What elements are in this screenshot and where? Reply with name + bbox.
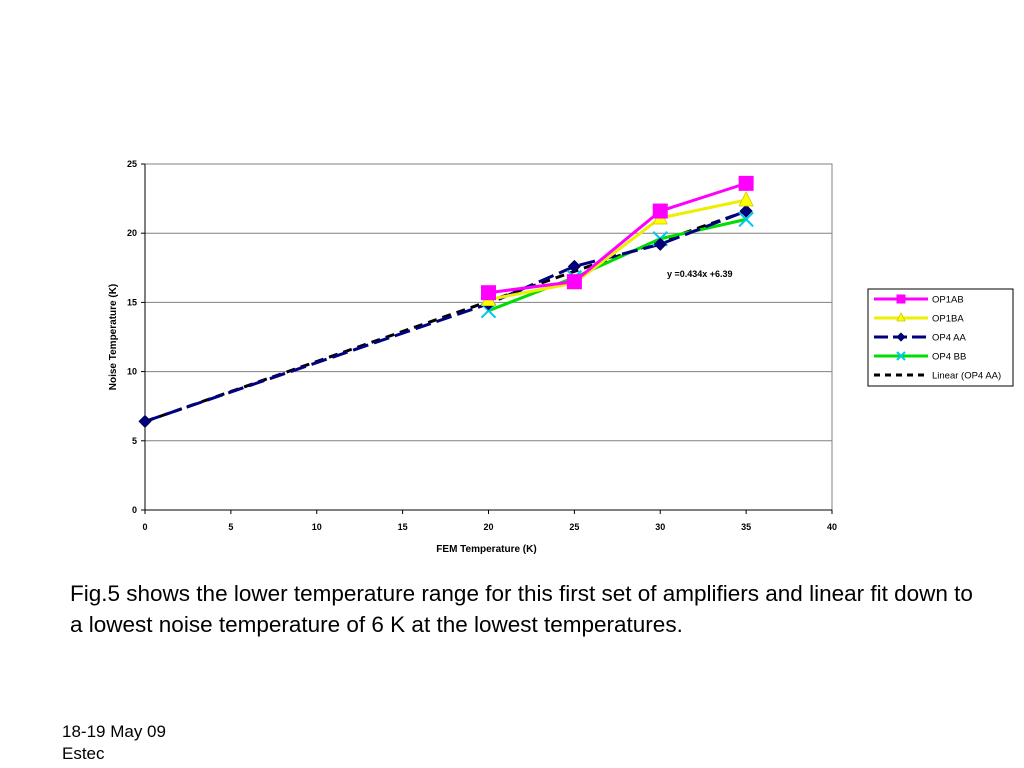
x-tick-label: 15 <box>398 522 408 532</box>
y-axis-title: Noise Temperature (K) <box>108 284 119 391</box>
x-tick-label: 40 <box>827 522 837 532</box>
data-point-op1ab <box>738 175 754 191</box>
data-point-op1ab <box>652 203 668 219</box>
y-tick-label: 25 <box>127 159 137 169</box>
data-point-op1ab <box>481 285 496 301</box>
caption: Fig.5 shows the lower temperature range … <box>70 581 973 637</box>
series-line-op4-bb <box>487 217 747 313</box>
series-line-op1ba <box>488 198 747 302</box>
legend: OP1AB OP1BA OP4 AA OP4 BB Linear (OP4 AA) <box>867 288 1014 387</box>
x-tick-label: 30 <box>655 522 665 532</box>
y-tick-label: 0 <box>132 505 137 515</box>
data-point-op1ab <box>566 274 582 290</box>
trendline-equation: y =0.434x +6.39 <box>667 269 733 279</box>
marker-x-stroke <box>480 302 497 319</box>
data-point-op4-aa <box>653 237 667 251</box>
x-tick-label: 35 <box>741 522 751 532</box>
x-tick-label: 20 <box>483 522 493 532</box>
legend-label: OP1BA <box>932 314 964 325</box>
legend-marker <box>896 312 906 322</box>
legend-label: OP1AB <box>932 295 964 306</box>
chart: 0 5 10 15 20 25 0 5 10 15 20 25 30 35 40 FEM Temperatur… <box>108 159 1014 555</box>
data-point-op4-bb <box>738 211 754 228</box>
x-axis-title: FEM Temperature (K) <box>436 544 536 555</box>
legend-marker <box>896 294 906 304</box>
legend-box <box>867 288 1014 387</box>
footer: 18-19 May 09 Estec <box>62 721 166 765</box>
data-point-op4-aa <box>567 259 581 273</box>
x-tick-label: 10 <box>312 522 322 532</box>
data-point-op4-aa <box>739 204 753 218</box>
data-point-op4-bb <box>480 302 497 319</box>
x-tick-label: 25 <box>569 522 579 532</box>
series-line-op4-aa <box>144 209 747 423</box>
plot-area: 0 5 10 15 20 25 0 5 10 15 20 25 30 35 40 FEM Temperatur… <box>108 159 837 555</box>
marker-x-stroke <box>738 211 754 228</box>
legend-marker <box>896 332 906 342</box>
data-point-op4-aa <box>138 414 152 428</box>
data-point-op1ba <box>738 191 754 207</box>
legend-label: OP4 BB <box>932 352 966 363</box>
y-tick-label: 20 <box>127 228 137 238</box>
legend-label: OP4 AA <box>932 333 966 344</box>
y-tick-label: 15 <box>127 297 137 307</box>
footer-date: 18-19 May 09 <box>62 722 166 741</box>
x-tick-label: 0 <box>142 522 147 532</box>
series-line-op1ab <box>488 181 747 295</box>
footer-place: Estec <box>62 744 105 763</box>
x-tick-label: 5 <box>228 522 233 532</box>
marker-x-stroke <box>896 351 906 361</box>
y-tick-label: 10 <box>127 367 137 377</box>
legend-marker <box>896 351 906 361</box>
y-tick-label: 5 <box>132 436 137 446</box>
legend-label: Linear (OP4 AA) <box>932 371 1001 382</box>
